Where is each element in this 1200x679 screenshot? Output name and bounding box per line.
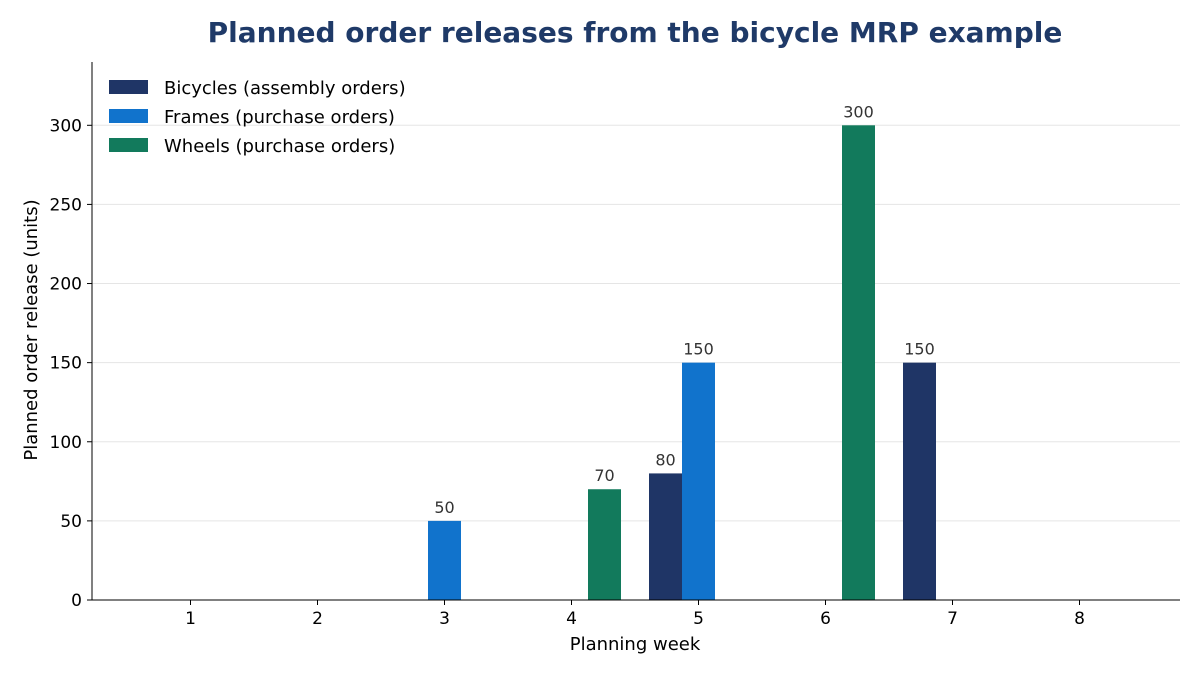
x-tick-label: 3 [439, 609, 450, 629]
bar [649, 473, 682, 600]
x-tick-label: 1 [185, 609, 196, 629]
legend-swatch [109, 80, 148, 94]
y-tick-label: 250 [50, 195, 82, 215]
data-label: 70 [594, 466, 614, 485]
bar [903, 362, 936, 600]
y-tick-label: 0 [71, 591, 82, 611]
legend-label: Frames (purchase orders) [164, 107, 395, 128]
data-label: 80 [655, 450, 675, 469]
y-tick-label: 200 [50, 275, 82, 295]
y-tick-label: 50 [60, 512, 82, 532]
legend: Bicycles (assembly orders) Frames (purcha… [109, 78, 406, 157]
bars [428, 125, 936, 600]
axes: 0 50 100 150 200 250 300 1 2 3 4 5 6 7 8 [50, 62, 1180, 629]
data-label: 300 [843, 102, 874, 121]
x-tick-label: 2 [312, 609, 323, 629]
bar [588, 489, 621, 600]
y-tick-label: 100 [50, 433, 82, 453]
bar [682, 362, 715, 600]
x-tick-label: 5 [693, 609, 704, 629]
bar [842, 125, 875, 600]
legend-swatch [109, 109, 148, 123]
y-axis-label: Planned order release (units) [21, 199, 42, 460]
x-tick-label: 4 [566, 609, 577, 629]
legend-swatch [109, 138, 148, 152]
legend-label: Bicycles (assembly orders) [164, 78, 406, 99]
x-axis-label: Planning week [570, 634, 701, 655]
x-tick-label: 8 [1074, 609, 1085, 629]
data-label: 150 [904, 340, 935, 359]
x-tick-label: 6 [820, 609, 831, 629]
y-tick-label: 150 [50, 354, 82, 374]
data-label: 50 [434, 498, 454, 517]
chart-title: Planned order releases from the bicycle … [208, 16, 1063, 49]
data-label: 150 [683, 340, 714, 359]
data-labels: 80 150 50 150 70 300 [434, 102, 934, 517]
gridlines [92, 124, 1180, 522]
x-tick-label: 7 [947, 609, 958, 629]
y-tick-label: 300 [50, 116, 82, 136]
bar [428, 520, 461, 600]
legend-label: Wheels (purchase orders) [164, 136, 395, 157]
